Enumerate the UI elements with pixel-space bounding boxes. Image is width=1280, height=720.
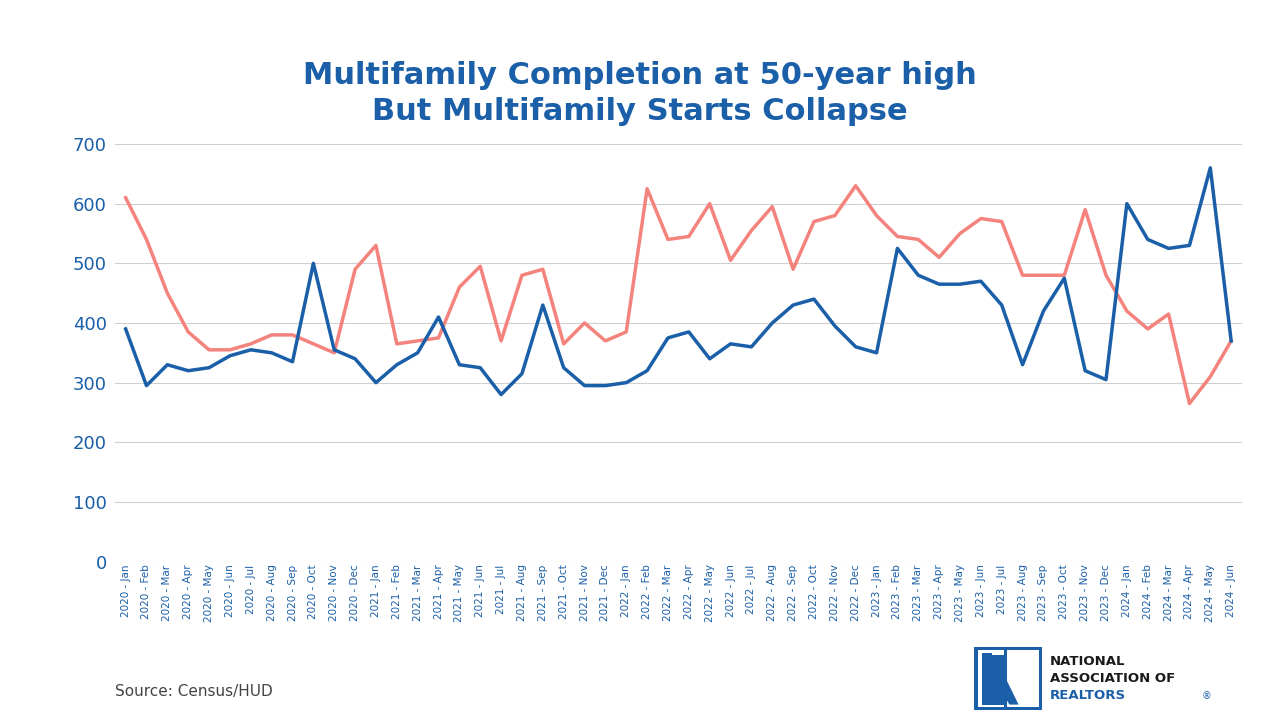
Text: ASSOCIATION OF: ASSOCIATION OF <box>1050 672 1175 685</box>
Polygon shape <box>992 676 1019 705</box>
FancyBboxPatch shape <box>974 647 1042 710</box>
Text: NATIONAL: NATIONAL <box>1050 655 1125 668</box>
Polygon shape <box>992 676 1005 705</box>
Text: But Multifamily Starts Collapse: But Multifamily Starts Collapse <box>372 97 908 126</box>
Text: ®: ® <box>1202 690 1212 701</box>
FancyBboxPatch shape <box>982 652 992 705</box>
FancyBboxPatch shape <box>982 655 1005 676</box>
Text: Multifamily Completion at 50-year high: Multifamily Completion at 50-year high <box>303 61 977 90</box>
Text: REALTORS: REALTORS <box>1050 689 1125 702</box>
FancyBboxPatch shape <box>978 650 1004 707</box>
FancyBboxPatch shape <box>1006 650 1039 707</box>
Text: Source: Census/HUD: Source: Census/HUD <box>115 684 273 698</box>
